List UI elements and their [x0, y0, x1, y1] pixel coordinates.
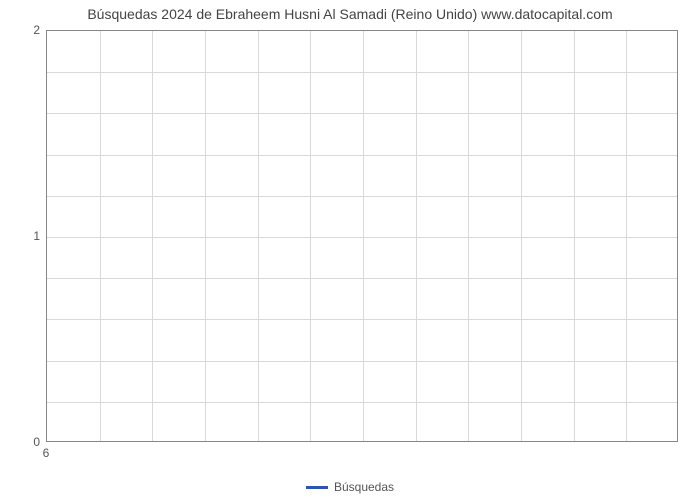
- gridline-v: [521, 31, 522, 441]
- gridline-v: [363, 31, 364, 441]
- gridline-h: [47, 237, 677, 238]
- plot-area: [46, 30, 678, 442]
- x-tick-label: 6: [43, 446, 50, 460]
- gridline-h: [47, 72, 677, 73]
- gridline-v: [626, 31, 627, 441]
- y-tick-label: 0: [0, 435, 40, 449]
- chart-container: Búsquedas 2024 de Ebraheem Husni Al Sama…: [0, 0, 700, 500]
- gridline-v: [152, 31, 153, 441]
- y-tick-label: 2: [0, 23, 40, 37]
- chart-title: Búsquedas 2024 de Ebraheem Husni Al Sama…: [0, 6, 700, 22]
- gridline-v: [468, 31, 469, 441]
- legend-swatch: [306, 486, 328, 489]
- gridline-v: [310, 31, 311, 441]
- gridline-v: [416, 31, 417, 441]
- legend-label: Búsquedas: [334, 480, 394, 494]
- gridline-h: [47, 196, 677, 197]
- gridline-h: [47, 113, 677, 114]
- gridline-h: [47, 319, 677, 320]
- gridline-h: [47, 155, 677, 156]
- gridline-v: [100, 31, 101, 441]
- gridline-h: [47, 361, 677, 362]
- legend: Búsquedas: [0, 480, 700, 494]
- gridline-v: [258, 31, 259, 441]
- gridline-v: [574, 31, 575, 441]
- gridline-h: [47, 402, 677, 403]
- gridline-v: [205, 31, 206, 441]
- y-tick-label: 1: [0, 229, 40, 243]
- gridline-h: [47, 278, 677, 279]
